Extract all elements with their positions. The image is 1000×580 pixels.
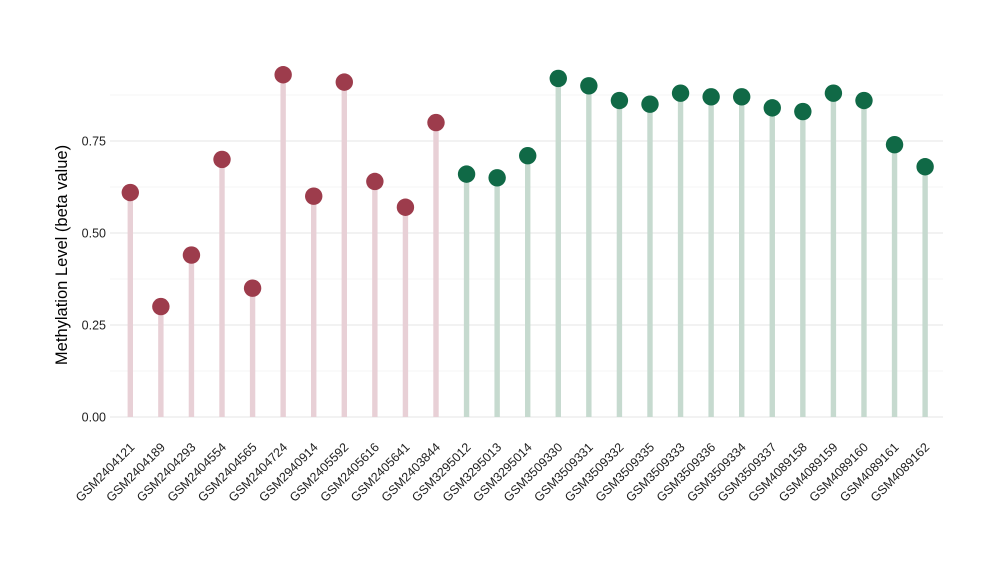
dot [152,297,170,316]
dot [366,172,384,191]
dot [702,88,720,106]
dot [763,99,781,117]
dot [733,88,751,106]
dot [488,169,506,187]
dot [396,198,415,216]
dot [549,69,567,88]
dot [213,150,231,169]
dot [305,187,323,205]
dot [916,158,934,176]
dot [519,147,537,165]
y-tick-label: 0.75 [82,135,106,149]
dot [610,91,629,110]
dot [671,84,690,102]
dot [794,102,812,121]
dot [182,246,201,264]
dot [824,84,843,102]
y-tick-label: 0.50 [82,227,106,241]
dot [641,95,659,113]
y-tick-label: 0.25 [82,319,106,333]
dot [243,279,262,297]
dot [457,165,476,183]
dot [885,135,904,154]
dot [427,113,445,132]
y-axis-title: Methylation Level (beta value) [53,145,71,365]
dot [274,66,292,84]
dot [855,91,873,110]
stem-layer [127,74,928,417]
dot [121,183,139,202]
dot [335,73,353,91]
dot [580,77,598,95]
dot-layer [121,66,934,316]
y-tick-label: 0.00 [82,411,106,425]
